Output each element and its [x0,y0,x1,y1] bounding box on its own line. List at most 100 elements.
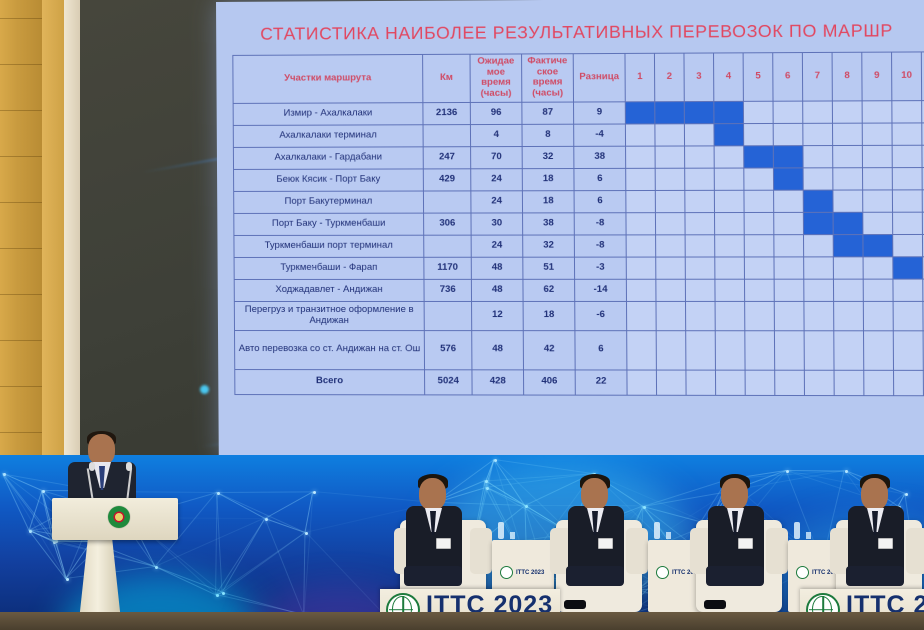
cell-expected: 12 [472,301,524,330]
gantt-empty-cell [744,167,774,189]
gantt-bar-cell [803,190,833,212]
gantt-empty-cell [715,301,745,330]
table-row: Туркменбаши порт терминал 24 32 -8 [234,234,924,257]
cell-expected: 48 [471,279,523,301]
gantt-empty-cell [774,279,804,301]
gantt-bar-cell [833,234,863,256]
header-week-9: 9 [862,52,892,100]
gantt-empty-cell [627,370,657,395]
cell-difference: 6 [575,330,627,369]
table-row: Ходжадавлет - Андижан 736 48 62 -14 [234,279,924,301]
gantt-empty-cell [714,145,744,167]
gantt-empty-cell [803,167,833,189]
gantt-empty-cell [804,256,834,278]
gantt-empty-cell [894,370,924,395]
gantt-empty-cell [803,145,833,167]
cell-actual: 18 [523,301,575,330]
cell-actual: 18 [522,190,574,212]
panel-chair-arm [906,528,924,574]
table-row: Беюк Кясик - Порт Баку 429 24 18 6 [234,167,924,191]
gantt-empty-cell [864,330,894,370]
gantt-empty-cell [892,189,922,211]
gantt-empty-cell [656,234,686,256]
gantt-empty-cell [892,122,922,144]
light-dot [200,385,209,394]
panelist-badge [436,538,451,549]
gantt-empty-cell [893,212,923,234]
panel-chair-arm [626,528,648,574]
gantt-empty-cell [862,123,892,145]
water-bottle [498,522,504,539]
cell-route: Перегруз и транзитное оформление в Андиж… [234,301,424,330]
gantt-empty-cell [773,101,803,123]
wall-slat [0,64,42,65]
gantt-empty-cell [686,370,716,395]
cell-actual: 62 [523,279,575,301]
gantt-empty-cell [656,370,686,395]
network-line [313,491,435,503]
cell-km: 736 [424,279,472,301]
panelist-head [721,478,748,510]
gantt-bar-cell [833,212,863,234]
gantt-empty-cell [893,279,923,301]
gantt-empty-cell [745,301,775,330]
gantt-empty-cell [655,145,685,167]
gantt-empty-cell [655,168,685,190]
cell-expected: 4 [470,124,522,146]
gantt-empty-cell [715,256,745,278]
header-week-5: 5 [743,53,773,101]
drinking-glass [510,532,515,539]
cell-route: Туркменбаши порт терминал [234,235,424,257]
conference-photo: СТАТИСТИКА НАИБОЛЕЕ РЕЗУЛЬТАТИВНЫХ ПЕРЕВ… [0,0,924,630]
table-row: Порт Баку - Туркменбаши 306 30 38 -8 [234,212,924,235]
gantt-empty-cell [744,190,774,212]
cell-km [423,190,471,212]
gantt-empty-cell [685,168,715,190]
panelist-head [581,478,608,510]
gantt-empty-cell [656,279,686,301]
table-row: Всего 5024 428 406 22 [235,369,924,395]
side-table-logo-text: ITTC 2023 [516,570,544,576]
gantt-bar-cell [625,101,655,123]
slide-title: СТАТИСТИКА НАИБОЛЕЕ РЕЗУЛЬТАТИВНЫХ ПЕРЕВ… [232,6,924,55]
cell-route: Авто перевозка со ст. Андижан на ст. Ош [235,330,425,369]
gantt-empty-cell [685,301,715,330]
stage-floor [0,612,924,630]
cell-actual: 42 [523,330,575,369]
cell-expected: 48 [471,257,523,279]
gantt-empty-cell [863,279,893,301]
network-line [222,518,266,592]
panelist-legs [846,566,904,586]
panel-chair-arm [470,528,492,574]
header-week-3: 3 [684,53,714,101]
gantt-bar-cell [773,145,803,167]
statistics-table: Участки маршрута Км Ожидае мое время (ча… [232,51,924,395]
gantt-bar-cell [773,167,803,189]
cell-route: Беюк Кясик - Порт Баку [234,168,424,191]
cell-actual: 51 [523,257,575,279]
gantt-empty-cell [655,212,685,234]
cell-difference: 9 [574,101,626,123]
header-week-4: 4 [714,53,744,101]
header-difference: Разница [573,53,625,101]
gantt-empty-cell [774,212,804,234]
network-line [215,518,265,595]
gantt-empty-cell [744,256,774,278]
gantt-empty-cell [685,234,715,256]
gantt-empty-cell [626,234,656,256]
gantt-empty-cell [744,234,774,256]
gantt-empty-cell [686,330,716,369]
panelist-head [861,478,888,510]
gantt-empty-cell [626,168,656,190]
gantt-bar-cell [893,256,923,278]
gantt-empty-cell [893,330,923,370]
header-km: Км [423,54,471,102]
gantt-empty-cell [774,190,804,212]
gantt-empty-cell [715,279,745,301]
globe-icon [796,566,809,579]
table-row: Измир - Ахалкалаки 2136 96 87 9 [233,100,924,125]
cell-route: Ходжадавлет - Андижан [234,279,424,301]
panelist-legs [706,566,764,586]
gantt-bar-cell [803,212,833,234]
gantt-empty-cell [685,190,715,212]
